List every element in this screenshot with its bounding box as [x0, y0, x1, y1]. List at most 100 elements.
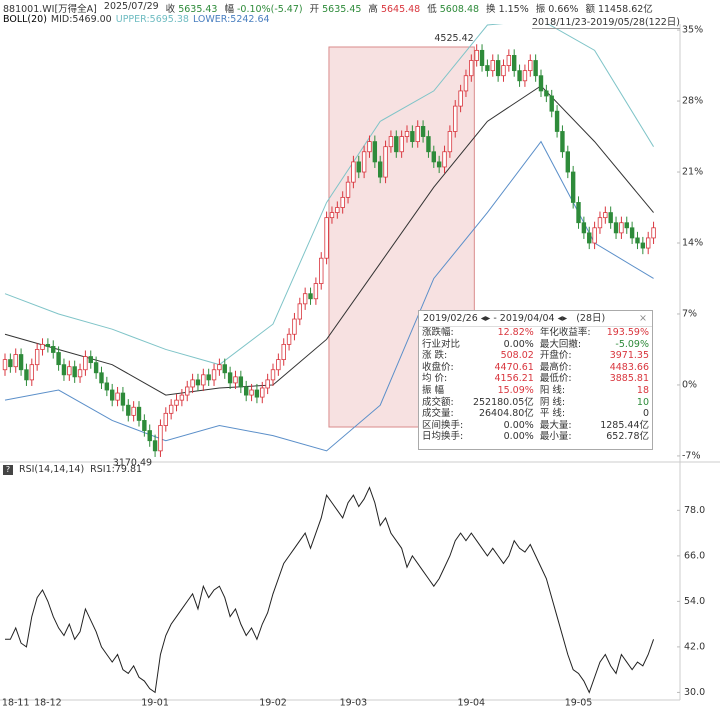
close-button[interactable]: × [639, 313, 647, 324]
y-tick-label: 14% [682, 238, 703, 249]
candle-body [576, 202, 581, 224]
candle-body [372, 141, 378, 163]
candle-body [404, 131, 410, 137]
y-tick-label: 0% [682, 379, 697, 390]
candle-body [126, 404, 131, 416]
stat-label: 最小量: [539, 431, 572, 443]
candle-body [297, 303, 302, 320]
y-tick-label: 66.0 [684, 550, 705, 561]
quote-label: 低 [427, 4, 437, 15]
candle-body [458, 90, 463, 107]
quote-value: 1.15% [498, 4, 529, 15]
stat-value: 252180.05亿 [472, 396, 534, 408]
candle-body [528, 60, 533, 72]
stats-row: 涨跌幅: 12.82% 年化收益率: 193.59% [419, 327, 652, 339]
stat-value: 10 [636, 396, 649, 408]
candle-body [640, 242, 646, 249]
annotation: 4525.42 [434, 33, 473, 44]
candle-body [18, 354, 24, 371]
candle-body [286, 333, 292, 345]
rsi-panel [5, 486, 655, 694]
x-tick-label: 18-12 [34, 698, 62, 707]
candle-body [147, 430, 152, 442]
days: (28日) [576, 313, 606, 324]
candle-body [469, 60, 474, 77]
rsi-header: ? RSI(14,14,14) RSI1:79.81 [3, 464, 142, 475]
candle-body [506, 55, 512, 66]
candle-body [136, 406, 142, 421]
candle-body [426, 136, 431, 153]
y-tick-label: 35% [682, 25, 703, 36]
candle-body [420, 126, 426, 137]
quote-item: 低 5608.48 [427, 1, 479, 15]
stat-label: 日均换手: [422, 431, 464, 443]
candle-body [383, 146, 388, 178]
axes: 35% 28% 21% 14% 7% 0% -7% 4525.42 3170.49 78.0 66.… [2, 25, 705, 707]
candle-body [613, 222, 619, 234]
candle-body [302, 293, 308, 305]
candle-body [597, 217, 603, 229]
rsi-line [5, 486, 655, 694]
stat-value: 0.00% [503, 338, 534, 350]
help-icon[interactable]: ? [3, 464, 13, 475]
code: 881001.WI[万得全A] [3, 4, 97, 15]
stats-table: 涨跌幅: 12.82% 年化收益率: 193.59% 行业对比 0.00% 最大回撤: -5.… [419, 327, 652, 443]
date-range[interactable]: 2018/11/23-2019/05/28(122日) [532, 14, 680, 29]
quote-bar: 881001.WI[万得全A] 2025/07/29 收 5635.43 幅 -0.10%… [3, 1, 653, 15]
candle-body [24, 369, 29, 381]
stat-label: 开盘价: [539, 350, 572, 362]
stat-label: 振 幅 [422, 384, 445, 396]
candle-body [501, 65, 506, 77]
candle-body [442, 151, 447, 168]
candle-body [83, 356, 88, 371]
candle-body [88, 356, 93, 364]
candle-body [45, 343, 51, 347]
candle-body [345, 181, 351, 198]
y-tick-label: 21% [682, 167, 703, 178]
candle-body [313, 283, 319, 300]
stats-row: 成交量: 26404.80亿平 线: 0 [419, 408, 652, 420]
candle-body [93, 362, 99, 374]
stats-row: 收盘价: 4470.61 最高价: 4483.66 [419, 362, 652, 374]
candle-body [436, 161, 442, 168]
rsi-title: RSI(14,14,14) [19, 464, 85, 475]
stat-value: 4470.61 [494, 361, 534, 373]
candle-body [453, 105, 458, 132]
y-tick-label: 78.0 [684, 505, 705, 516]
candle-body [163, 412, 168, 426]
stat-label: 涨 跌: [422, 350, 448, 362]
end-date: 2019/04/04 [499, 313, 555, 324]
candle-body [592, 227, 597, 244]
stat-label: 最大回撤: [539, 338, 582, 350]
boll-lower [4, 140, 654, 452]
indicator-value: MID:5469.00 [50, 14, 112, 25]
candle-body [624, 222, 629, 229]
quote-value: 5645.48 [380, 4, 421, 15]
y-tick-label: 30.0 [684, 687, 705, 698]
quote-item: 换 1.15% [486, 1, 529, 15]
quote-value: 0.66% [548, 4, 579, 15]
candle-body [260, 387, 265, 398]
stat-label: 最大量: [539, 419, 572, 431]
stat-label: 涨跌幅: [422, 327, 454, 338]
candle-body [233, 376, 238, 384]
candle-body [281, 343, 286, 360]
stat-value: 3971.35 [609, 350, 649, 362]
x-tick-label: 19-04 [458, 698, 486, 707]
candle-body [361, 151, 367, 173]
candle-body [51, 346, 56, 353]
stats-row: 行业对比 0.00% 最大回撤: -5.09% [419, 339, 652, 351]
rsi-value: RSI1:79.81 [90, 464, 143, 475]
quote-label: 额 [585, 4, 595, 15]
quote-label: 幅 [224, 4, 234, 15]
candle-body [238, 376, 244, 388]
candle-body [104, 382, 110, 391]
stat-value: 508.02 [500, 350, 534, 362]
candle-body [356, 161, 361, 173]
candle-body [115, 392, 120, 401]
candle-body [399, 136, 404, 153]
indicator-value: UPPER:5695.38 [115, 14, 189, 25]
candle-body [254, 389, 260, 398]
start-date: 2019/02/26 [423, 313, 478, 324]
